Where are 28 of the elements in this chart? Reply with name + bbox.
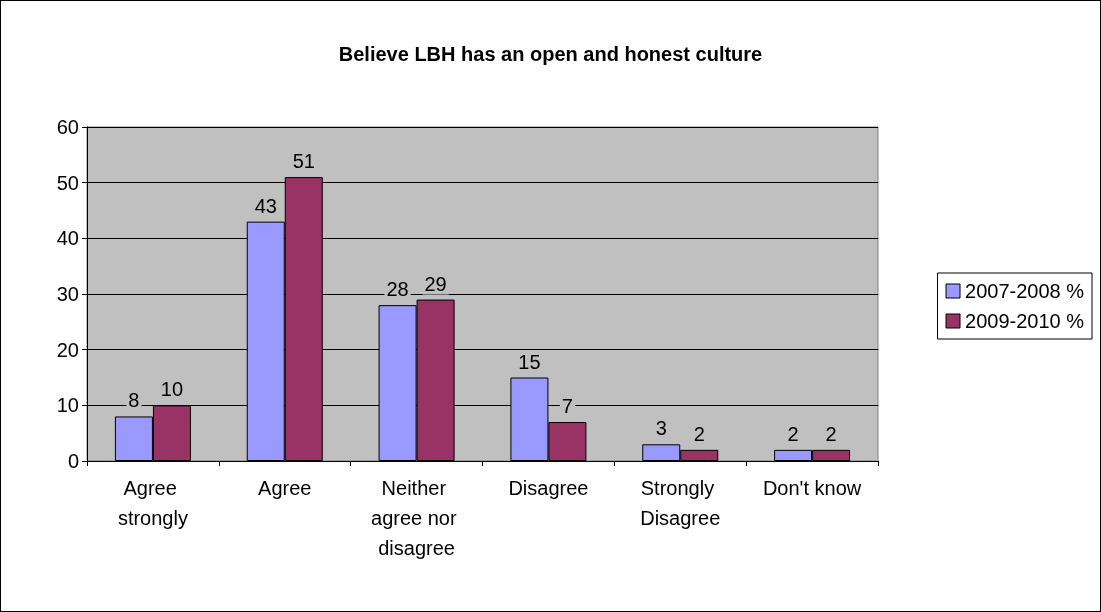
x-tick-label: Don't know	[762, 477, 862, 499]
data-label: 2	[825, 422, 837, 445]
y-tick-label: 0	[67, 450, 79, 472]
data-label: 15	[518, 350, 541, 373]
data-label: 28	[386, 278, 409, 301]
data-label: 29	[424, 272, 447, 295]
x-tick-label: Strongly Disagree	[640, 477, 721, 529]
chart-title: Believe LBH has an open and honest culture	[338, 43, 763, 65]
data-label: 51	[292, 150, 315, 173]
legend-label: 2009-2010 %	[965, 310, 1085, 332]
data-label: 3	[655, 417, 667, 440]
legend-label: 2007-2008 %	[965, 280, 1085, 302]
y-tick-label: 50	[56, 171, 79, 194]
x-tick-label: Agree strongly	[117, 477, 188, 529]
x-tick-label: Disagree	[508, 477, 589, 499]
data-label: 2	[787, 422, 799, 445]
y-tick-label: 40	[56, 227, 79, 250]
y-tick-label: 20	[56, 338, 79, 361]
x-tick-label: Neither agree nor disagree	[371, 477, 463, 559]
data-label: 43	[254, 194, 277, 217]
data-label: 7	[561, 395, 573, 418]
y-tick-label: 30	[56, 283, 79, 305]
x-tick-label: Agree	[258, 477, 312, 499]
data-label: 8	[128, 389, 140, 412]
data-label: 2	[693, 422, 705, 445]
y-tick-label: 10	[56, 394, 79, 417]
y-tick-label: 60	[56, 116, 79, 138]
data-label: 10	[160, 378, 184, 401]
